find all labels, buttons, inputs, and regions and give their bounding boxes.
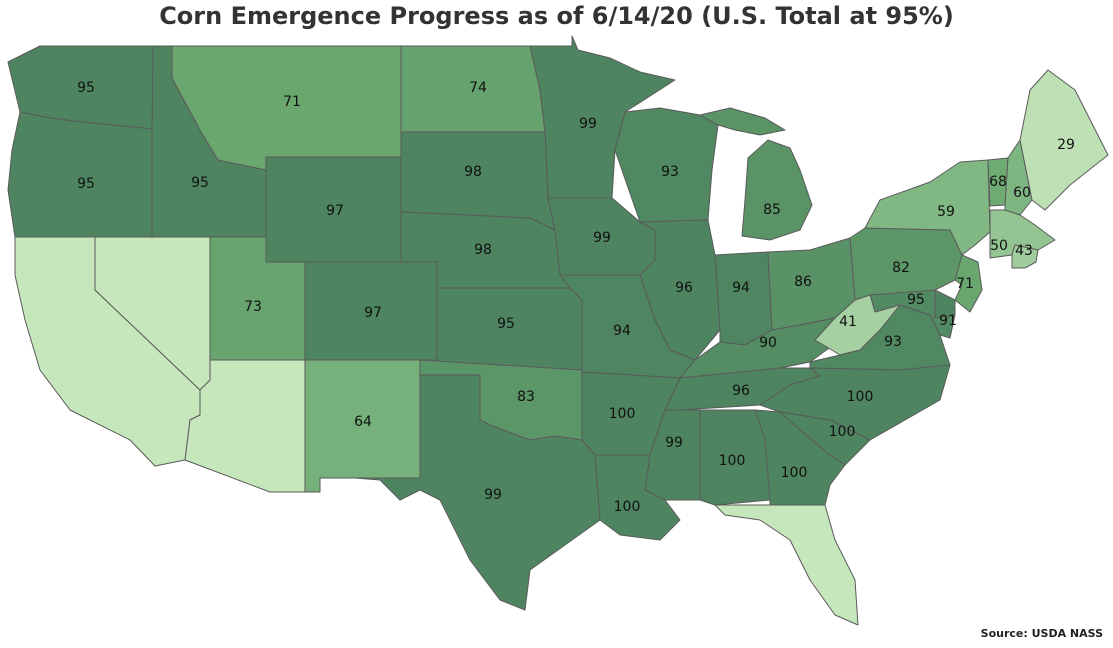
state-label-ut: 73 bbox=[244, 299, 262, 315]
state-label-me: 29 bbox=[1057, 137, 1075, 153]
state-label-co: 97 bbox=[364, 305, 382, 321]
state-label-il: 96 bbox=[675, 280, 693, 296]
state-label-ma: 50 bbox=[990, 238, 1008, 254]
state-label-mn: 99 bbox=[579, 116, 597, 132]
state-label-la: 100 bbox=[614, 499, 641, 515]
state-label-wv: 41 bbox=[839, 314, 857, 330]
state-label-mt: 71 bbox=[283, 94, 301, 110]
state-label-nd: 74 bbox=[469, 80, 487, 96]
state-label-ny: 59 bbox=[937, 204, 955, 220]
state-va bbox=[809, 304, 951, 371]
state-label-oh: 86 bbox=[794, 274, 812, 290]
state-label-nh: 60 bbox=[1013, 185, 1031, 201]
state-az bbox=[184, 359, 306, 493]
state-mi bbox=[699, 107, 813, 241]
state-label-ms: 99 bbox=[665, 435, 683, 451]
state-label-sc: 100 bbox=[829, 424, 856, 440]
state-label-ar: 100 bbox=[609, 406, 636, 422]
state-nj bbox=[954, 254, 983, 313]
state-label-vt: 68 bbox=[989, 174, 1007, 190]
state-label-ne: 98 bbox=[474, 242, 492, 258]
state-label-nc: 100 bbox=[847, 389, 874, 405]
state-label-va: 93 bbox=[884, 334, 902, 350]
source-note: Source: USDA NASS bbox=[980, 627, 1103, 640]
state-ma bbox=[989, 209, 1056, 259]
state-label-tn: 96 bbox=[732, 383, 750, 399]
state-label-ct: 43 bbox=[1015, 243, 1033, 259]
state-label-mi: 85 bbox=[763, 202, 781, 218]
state-ms bbox=[644, 409, 701, 501]
state-label-in: 94 bbox=[732, 280, 750, 296]
state-label-ia: 99 bbox=[593, 230, 611, 246]
state-label-wy: 97 bbox=[326, 203, 344, 219]
state-label-or: 95 bbox=[77, 176, 95, 192]
state-label-wi: 93 bbox=[661, 164, 679, 180]
chart-title: Corn Emergence Progress as of 6/14/20 (U… bbox=[159, 2, 954, 30]
state-label-sd: 98 bbox=[464, 164, 482, 180]
state-tx bbox=[354, 374, 601, 611]
state-wi bbox=[614, 107, 719, 226]
state-label-pa: 82 bbox=[892, 260, 910, 276]
state-label-ok: 83 bbox=[517, 389, 535, 405]
state-label-ks: 95 bbox=[497, 316, 515, 332]
state-label-md: 91 bbox=[939, 313, 957, 329]
state-in bbox=[714, 251, 773, 346]
state-label-wa: 95 bbox=[77, 80, 95, 96]
state-label-nm: 64 bbox=[354, 414, 372, 430]
state-label-de: 95 bbox=[907, 292, 925, 308]
state-label-ky: 90 bbox=[759, 335, 777, 351]
state-ga bbox=[754, 409, 846, 506]
state-label-mo: 94 bbox=[613, 323, 631, 339]
state-label-tx: 99 bbox=[484, 487, 502, 503]
state-label-nj: 71 bbox=[956, 276, 974, 292]
state-or bbox=[7, 111, 154, 238]
state-me bbox=[1019, 69, 1109, 211]
state-label-al: 100 bbox=[719, 453, 746, 469]
state-ct bbox=[1011, 244, 1039, 269]
state-label-id: 95 bbox=[191, 175, 209, 191]
state-label-ga: 100 bbox=[781, 465, 808, 481]
state-ny bbox=[864, 159, 991, 256]
state-fl bbox=[714, 504, 859, 626]
